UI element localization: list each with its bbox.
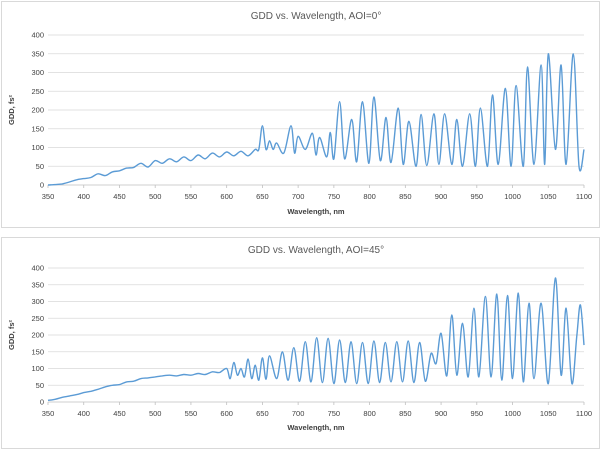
x-tick-label-650: 650 [256, 192, 269, 201]
x-tick-label-1100: 1100 [576, 409, 592, 418]
x-tick-label-550: 550 [185, 192, 198, 201]
y-tick-label-250: 250 [31, 87, 44, 96]
chart-panel-aoi-45: GDD vs. Wavelength, AOI=45° 0 50 100 150 200 2… [1, 237, 600, 449]
y-tick-label-0: 0 [40, 398, 44, 407]
y-tick-label-300: 300 [31, 297, 44, 306]
x-tick-label-400: 400 [77, 409, 90, 418]
y-tick-label-200: 200 [31, 106, 44, 115]
x-tick-label-900: 900 [435, 192, 448, 201]
x-tick-label-950: 950 [471, 409, 484, 418]
x-tick-label-500: 500 [149, 192, 162, 201]
x-tick-label-600: 600 [220, 192, 233, 201]
y-tick-label-150: 150 [31, 347, 44, 356]
x-tick-label-1050: 1050 [540, 409, 557, 418]
x-axis-title: Wavelength, nm [287, 423, 345, 432]
series-line-gdd [47, 53, 585, 186]
x-tick-label-1000: 1000 [504, 409, 521, 418]
x-axis-title: Wavelength, nm [287, 207, 345, 216]
chart-panel-aoi-0: GDD vs. Wavelength, AOI=0° 0 50 100 150 200 25… [1, 1, 600, 228]
chart-svg: GDD vs. Wavelength, AOI=0° 0 50 100 150 200 25… [7, 11, 592, 216]
x-tick-label-600: 600 [220, 409, 233, 418]
y-tick-label-0: 0 [40, 181, 44, 190]
x-tick-label-950: 950 [471, 192, 484, 201]
x-tick-label-1000: 1000 [504, 192, 521, 201]
x-tick-label-400: 400 [77, 192, 90, 201]
y-tick-label-100: 100 [31, 143, 44, 152]
x-tick-label-700: 700 [292, 192, 305, 201]
y-tick-label-100: 100 [31, 364, 44, 373]
x-tick-label-900: 900 [435, 409, 448, 418]
x-tick-label-750: 750 [328, 192, 341, 201]
y-tick-label-50: 50 [36, 381, 44, 390]
x-tick-label-650: 650 [256, 409, 269, 418]
chart-svg: GDD vs. Wavelength, AOI=45° 0 50 100 150 200 2… [7, 245, 592, 432]
x-tick-label-750: 750 [328, 409, 341, 418]
x-tick-label-700: 700 [292, 409, 305, 418]
x-tick-label-550: 550 [185, 409, 198, 418]
y-tick-label-350: 350 [31, 49, 44, 58]
y-tick-label-250: 250 [31, 314, 44, 323]
y-tick-label-50: 50 [36, 162, 44, 171]
y-tick-label-300: 300 [31, 68, 44, 77]
x-tick-label-1100: 1100 [576, 192, 592, 201]
y-tick-label-400: 400 [31, 264, 44, 273]
x-tick-label-800: 800 [363, 192, 376, 201]
x-tick-label-350: 350 [42, 409, 55, 418]
chart-title: GDD vs. Wavelength, AOI=45° [248, 245, 384, 256]
y-tick-label-150: 150 [31, 124, 44, 133]
x-tick-label-500: 500 [149, 409, 162, 418]
x-tick-label-350: 350 [42, 192, 55, 201]
x-tick-label-450: 450 [113, 192, 126, 201]
x-tick-label-800: 800 [363, 409, 376, 418]
y-axis-title: GDD, fs² [7, 319, 16, 350]
y-tick-label-400: 400 [31, 31, 44, 40]
series-line-gdd [47, 277, 585, 401]
x-tick-label-850: 850 [399, 192, 412, 201]
x-tick-label-450: 450 [113, 409, 126, 418]
x-tick-label-1050: 1050 [540, 192, 557, 201]
chart-title: GDD vs. Wavelength, AOI=0° [251, 11, 382, 22]
y-axis-title: GDD, fs² [7, 94, 16, 125]
y-tick-label-200: 200 [31, 331, 44, 340]
x-tick-label-850: 850 [399, 409, 412, 418]
y-tick-label-350: 350 [31, 280, 44, 289]
